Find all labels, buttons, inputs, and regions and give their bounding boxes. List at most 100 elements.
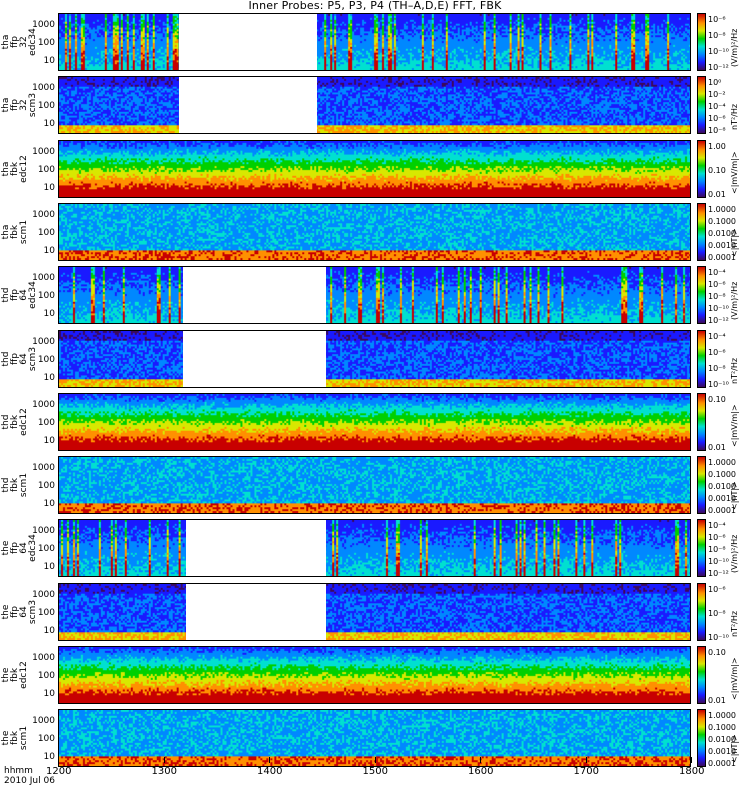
colorbar-tick-label: 10⁻⁴ [708, 332, 726, 341]
colorbar-tick-label: 10⁻⁴ [708, 521, 726, 530]
y-tick-label: 1000 [32, 653, 55, 663]
spectrogram-image [59, 141, 690, 197]
y-tick-label: 10 [43, 689, 55, 699]
colorbar-tick-label: 0.1000 [708, 217, 736, 226]
colorbar-tick-label: 1.0000 [708, 711, 736, 720]
y-tick-label: 10 [43, 626, 55, 636]
colorbar-tick-label: 1.00 [708, 142, 726, 151]
x-tick-label: 1700 [573, 766, 599, 777]
colorbar-unit-label: <|nT|> [730, 734, 739, 763]
y-tick-label: 100 [37, 291, 55, 301]
colorbar [697, 330, 706, 388]
spectrogram-image [59, 520, 690, 576]
colorbar-tick-label: 10⁻⁶ [708, 585, 726, 594]
colorbar-tick-label: 0.0100 [708, 482, 736, 491]
colorbar-unit-label: (V/m)²/Hz [730, 28, 739, 67]
data-gap [179, 14, 318, 70]
colorbar-tick-label: 0.10 [708, 648, 726, 657]
colorbar-tick-label: 10⁻¹⁰ [708, 304, 729, 313]
chart-title: Inner Probes: P5, P3, P4 (TH–A,D,E) FFT,… [248, 0, 502, 12]
colorbar-tick-label: 0.01 [708, 443, 726, 452]
colorbar-tick-label: 10⁻⁸ [708, 545, 726, 554]
colorbar-tick-label: 10⁻⁴ [708, 268, 726, 277]
colorbar [697, 393, 706, 451]
y-tick-label: 10 [43, 373, 55, 383]
x-tick-label: 1600 [468, 766, 494, 777]
colorbar-tick-label: 0.0001 [708, 253, 736, 262]
spectrogram-panel-tha-fbk-scm1 [58, 203, 691, 261]
spectrogram-image [59, 647, 690, 703]
colorbar-unit-label: <|mV/m|> [730, 657, 739, 700]
colorbar-tick-label: 10⁻⁸ [708, 292, 726, 301]
y-tick-label: 1000 [32, 716, 55, 726]
colorbar-tick-label: 10⁻¹⁰ [708, 380, 729, 389]
y-tick-label: 100 [37, 608, 55, 618]
x-axis-date-label: 2010 Jul 06 [4, 776, 55, 786]
y-tick-label: 100 [37, 38, 55, 48]
colorbar-tick-label: 10⁻⁶ [708, 114, 726, 123]
y-tick-label: 10 [43, 499, 55, 509]
colorbar-tick-label: 10⁻⁸ [708, 31, 726, 40]
x-tick [480, 757, 481, 763]
colorbar-tick-label: 10⁻¹² [708, 63, 729, 72]
data-gap [179, 77, 318, 133]
colorbar-tick-label: 10⁻¹² [708, 316, 729, 325]
spectrogram-image [59, 584, 690, 640]
spectrogram-panel-tha-ffp32-scm3 [58, 76, 691, 134]
colorbar-tick-label: 0.10 [708, 395, 726, 404]
y-tick-label: 10 [43, 119, 55, 129]
colorbar-tick-label: 0.0100 [708, 229, 736, 238]
colorbar-tick-label: 0.0001 [708, 759, 736, 768]
colorbar-tick-label: 10⁻⁶ [708, 348, 726, 357]
colorbar [697, 456, 706, 514]
y-tick-label: 100 [37, 418, 55, 428]
colorbar-tick-label: 0.01 [708, 190, 726, 199]
colorbar-tick-label: 10⁻⁸ [708, 126, 726, 135]
x-tick-label: 1800 [679, 766, 705, 777]
colorbar-tick-label: 1.0000 [708, 205, 736, 214]
colorbar-tick-label: 10⁻⁶ [708, 533, 726, 542]
y-tick-label: 100 [37, 165, 55, 175]
y-tick-label: 1000 [32, 590, 55, 600]
x-tick-label: 1200 [46, 766, 72, 777]
x-tick-label: 1500 [362, 766, 388, 777]
y-tick-label: 10 [43, 309, 55, 319]
colorbar-unit-label: nT²/Hz [730, 103, 739, 130]
colorbar [697, 203, 706, 261]
colorbar [697, 519, 706, 577]
spectrogram-image [59, 457, 690, 513]
colorbar-unit-label: (V/m)²/Hz [730, 534, 739, 573]
colorbar [697, 13, 706, 71]
colorbar-tick-label: 10⁻¹⁰ [708, 557, 729, 566]
colorbar-tick-label: 0.0010 [708, 494, 736, 503]
colorbar-unit-label: nT²/Hz [730, 357, 739, 384]
colorbar-tick-label: 10⁻⁴ [708, 102, 726, 111]
spectrogram-panel-thd-fbk-edc12 [58, 393, 691, 451]
y-tick-label: 10 [43, 183, 55, 193]
data-gap [185, 520, 326, 576]
colorbar [697, 646, 706, 704]
colorbar-tick-label: 10⁻¹⁰ [708, 47, 729, 56]
x-tick-label: 1300 [151, 766, 177, 777]
y-tick-label: 10 [43, 56, 55, 66]
x-axis-unit-label: hhmm [4, 766, 33, 776]
colorbar-tick-label: 0.01 [708, 696, 726, 705]
y-tick-label: 100 [37, 228, 55, 238]
colorbar-tick-label: 10⁻⁶ [708, 280, 726, 289]
spectrogram-panel-the-ffp64-edc34 [58, 519, 691, 577]
colorbar-tick-label: 0.0010 [708, 747, 736, 756]
data-gap [185, 584, 326, 640]
y-tick-label: 1000 [32, 463, 55, 473]
colorbar-tick-label: 10⁻⁸ [708, 609, 726, 618]
y-tick-label: 1000 [32, 337, 55, 347]
y-tick-label: 10 [43, 436, 55, 446]
y-tick-label: 100 [37, 101, 55, 111]
y-tick-label: 10 [43, 246, 55, 256]
colorbar-unit-label: <|nT|> [730, 228, 739, 257]
y-tick-label: 1000 [32, 20, 55, 30]
colorbar-tick-label: 10⁻² [708, 90, 726, 99]
colorbar-tick-label: 0.0010 [708, 241, 736, 250]
data-gap [183, 331, 326, 387]
spectrogram-image [59, 14, 690, 70]
spectrogram-image [59, 77, 690, 133]
